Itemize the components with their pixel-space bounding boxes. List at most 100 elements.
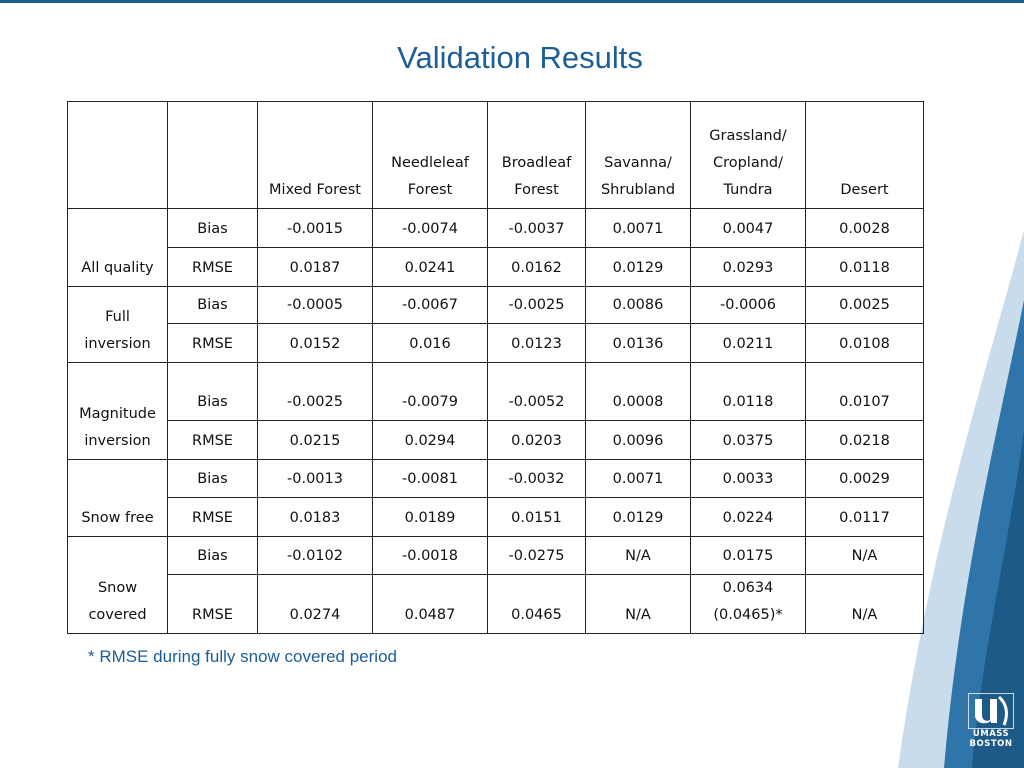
value-cell: 0.0136	[585, 323, 691, 363]
metric-label: Bias	[167, 208, 258, 248]
value-cell: 0.0107	[805, 362, 924, 421]
row-group-label: Full inversion	[67, 286, 168, 363]
header-row: Mixed Forest Needleleaf Forest Broadleaf F…	[67, 101, 924, 209]
value-cell: -0.0006	[690, 286, 806, 324]
value-cell: 0.0634 (0.0465)*	[690, 574, 806, 634]
value-cell: 0.0117	[805, 497, 924, 537]
table-row: RMSE 0.0183 0.0189 0.0151 0.0129 0.0224 0.0117	[68, 497, 924, 537]
value-cell: -0.0067	[372, 286, 488, 324]
footnote: * RMSE during fully snow covered period	[88, 647, 397, 666]
column-header: Grassland/ Cropland/ Tundra	[690, 101, 806, 209]
value-cell: -0.0079	[372, 362, 488, 421]
slide-title: Validation Results	[397, 40, 643, 75]
value-cell: 0.0274	[257, 574, 373, 634]
value-cell: 0.016	[372, 323, 488, 363]
table-row: RMSE 0.0187 0.0241 0.0162 0.0129 0.0293 0.0118	[68, 247, 924, 287]
table-row: RMSE 0.0152 0.016 0.0123 0.0136 0.0211 0.0108	[68, 323, 924, 363]
value-cell: 0.0123	[487, 323, 586, 363]
value-cell: N/A	[805, 536, 924, 575]
value-cell: 0.0162	[487, 247, 586, 287]
column-header: Desert	[805, 101, 924, 209]
value-cell: 0.0465	[487, 574, 586, 634]
value-cell: -0.0025	[257, 362, 373, 421]
value-cell: 0.0224	[690, 497, 806, 537]
row-group-label: All quality	[67, 208, 168, 287]
table-row: Snow covered Bias -0.0102 -0.0018 -0.0275 N/A…	[67, 536, 924, 634]
column-header: Needleleaf Forest	[372, 101, 488, 209]
value-cell: 0.0293	[690, 247, 806, 287]
logo-text-boston: BOSTON	[969, 739, 1013, 749]
table-row: Full inversion Bias -0.0005 -0.0067 -0.0025 0…	[67, 286, 924, 363]
value-cell: 0.0029	[805, 459, 924, 498]
table-row: All quality Bias -0.0015 -0.0074 -0.0037 0.00…	[67, 208, 924, 287]
logo-text-umass: UMASS	[972, 729, 1010, 739]
value-cell: 0.0218	[805, 420, 924, 460]
value-cell: 0.0375	[690, 420, 806, 460]
value-cell: 0.0215	[257, 420, 373, 460]
value-cell: 0.0203	[487, 420, 586, 460]
value-cell: -0.0081	[372, 459, 488, 498]
metric-label: RMSE	[167, 323, 258, 363]
value-cell: 0.0071	[585, 208, 691, 248]
value-cell: -0.0037	[487, 208, 586, 248]
value-cell: -0.0013	[257, 459, 373, 498]
metric-label: Bias	[167, 286, 258, 324]
value-cell: 0.0108	[805, 323, 924, 363]
table-body: Mixed Forest Needleleaf Forest Broadleaf F…	[67, 101, 924, 634]
column-header	[167, 101, 258, 209]
value-cell: 0.0118	[805, 247, 924, 287]
value-cell: 0.0211	[690, 323, 806, 363]
value-cell: 0.0487	[372, 574, 488, 634]
metric-label: RMSE	[167, 574, 258, 634]
value-cell: -0.0018	[372, 536, 488, 575]
value-cell: 0.0129	[585, 247, 691, 287]
value-cell: -0.0074	[372, 208, 488, 248]
value-cell: N/A	[805, 574, 924, 634]
value-cell: 0.0189	[372, 497, 488, 537]
value-cell: N/A	[585, 536, 691, 575]
top-rule	[0, 0, 1024, 3]
value-cell: -0.0275	[487, 536, 586, 575]
umass-logo-mark-icon	[968, 693, 1014, 729]
value-cell: -0.0015	[257, 208, 373, 248]
row-group-label: Snow covered	[67, 536, 168, 634]
table-row: Snow free Bias -0.0013 -0.0081 -0.0032 0.0071…	[67, 459, 924, 537]
value-cell: 0.0025	[805, 286, 924, 324]
value-cell: 0.0086	[585, 286, 691, 324]
metric-label: Bias	[167, 536, 258, 575]
value-cell: -0.0025	[487, 286, 586, 324]
value-cell: 0.0294	[372, 420, 488, 460]
table-row: RMSE 0.0274 0.0487 0.0465 N/A 0.0634 (0.0465)…	[68, 574, 924, 634]
value-cell: 0.0187	[257, 247, 373, 287]
umass-boston-logo: UMASS BOSTON	[964, 693, 1018, 749]
table-row: RMSE 0.0215 0.0294 0.0203 0.0096 0.0375 0.0218	[68, 420, 924, 460]
metric-label: Bias	[167, 362, 258, 421]
value-cell: 0.0033	[690, 459, 806, 498]
validation-results-table: Mixed Forest Needleleaf Forest Broadleaf F…	[67, 101, 924, 634]
value-cell: N/A	[585, 574, 691, 634]
value-cell: -0.0005	[257, 286, 373, 324]
value-cell: 0.0028	[805, 208, 924, 248]
metric-label: RMSE	[167, 497, 258, 537]
row-group-label: Snow free	[67, 459, 168, 537]
value-cell: 0.0047	[690, 208, 806, 248]
value-cell: 0.0096	[585, 420, 691, 460]
value-cell: 0.0151	[487, 497, 586, 537]
value-cell: 0.0241	[372, 247, 488, 287]
value-cell: 0.0129	[585, 497, 691, 537]
value-cell: -0.0102	[257, 536, 373, 575]
value-cell: 0.0071	[585, 459, 691, 498]
row-group-label: Magnitude inversion	[67, 362, 168, 460]
column-header: Broadleaf Forest	[487, 101, 586, 209]
metric-label: RMSE	[167, 247, 258, 287]
value-cell: -0.0032	[487, 459, 586, 498]
value-cell: 0.0118	[690, 362, 806, 421]
value-cell: 0.0183	[257, 497, 373, 537]
value-cell: 0.0152	[257, 323, 373, 363]
value-cell: 0.0008	[585, 362, 691, 421]
value-cell: 0.0175	[690, 536, 806, 575]
column-header: Savanna/ Shrubland	[585, 101, 691, 209]
metric-label: RMSE	[167, 420, 258, 460]
metric-label: Bias	[167, 459, 258, 498]
